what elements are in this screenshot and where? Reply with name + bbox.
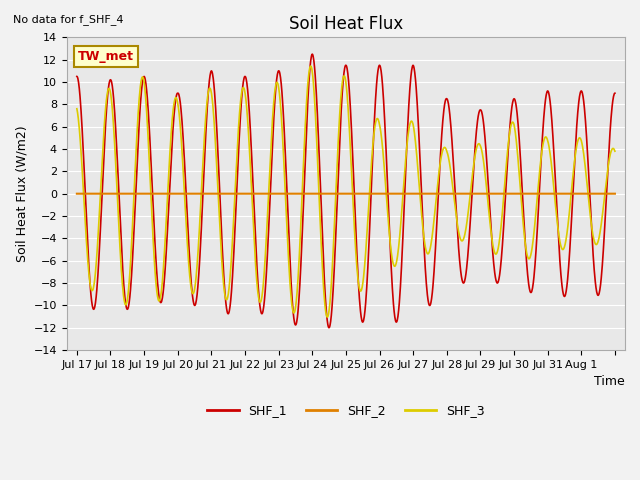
Text: TW_met: TW_met xyxy=(78,50,134,63)
X-axis label: Time: Time xyxy=(595,375,625,388)
Legend: SHF_1, SHF_2, SHF_3: SHF_1, SHF_2, SHF_3 xyxy=(202,399,490,422)
Y-axis label: Soil Heat Flux (W/m2): Soil Heat Flux (W/m2) xyxy=(15,125,28,262)
Title: Soil Heat Flux: Soil Heat Flux xyxy=(289,15,403,33)
Text: No data for f_SHF_4: No data for f_SHF_4 xyxy=(13,14,124,25)
